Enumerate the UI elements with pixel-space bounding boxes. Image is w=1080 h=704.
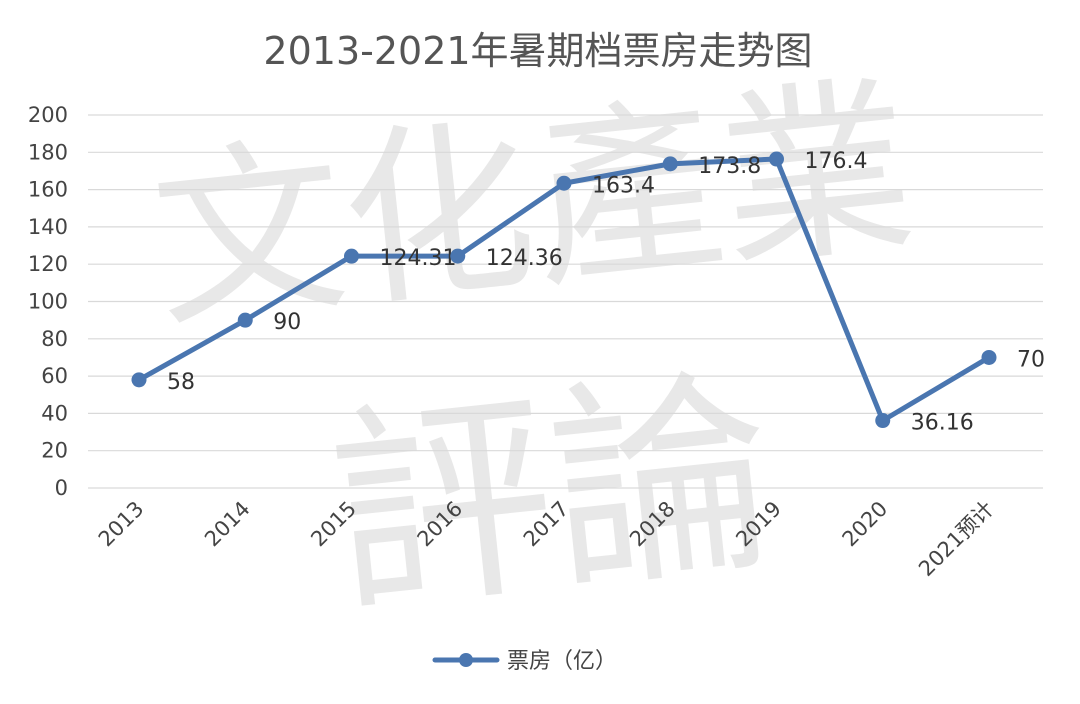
data-label: 173.8 — [698, 154, 761, 179]
data-label: 124.31 — [380, 246, 457, 271]
y-tick-label: 160 — [28, 178, 68, 202]
data-label: 124.36 — [486, 246, 563, 271]
data-point — [875, 413, 891, 429]
data-point — [131, 372, 147, 388]
data-point — [981, 349, 997, 365]
data-label: 176.4 — [805, 149, 868, 174]
series-group: 58 90 124.31 124.36 163.4 173.8 176.4 36.16 70 — [131, 149, 1045, 436]
data-point — [344, 248, 359, 264]
data-point — [237, 312, 253, 328]
y-tick-label: 40 — [41, 401, 68, 425]
y-tick-label: 120 — [28, 252, 68, 276]
data-label: 163.4 — [592, 173, 655, 198]
y-tick-label: 0 — [55, 476, 68, 500]
legend: 票房（亿） — [432, 649, 617, 674]
y-tick-label: 100 — [28, 290, 68, 314]
data-label: 58 — [167, 370, 195, 395]
chart-title: 2013-2021年暑期档票房走势图 — [263, 29, 812, 73]
y-axis-ticks: 0 20 40 60 80 100 120 140 160 180 200 — [28, 103, 68, 500]
y-tick-label: 200 — [28, 103, 68, 127]
data-point — [450, 248, 466, 264]
data-point — [662, 156, 678, 172]
data-label: 36.16 — [911, 411, 974, 436]
y-tick-label: 140 — [28, 215, 68, 239]
data-label: 90 — [273, 310, 301, 335]
y-tick-label: 80 — [41, 327, 68, 351]
y-tick-label: 60 — [41, 364, 68, 388]
legend-marker-icon — [459, 653, 473, 667]
legend-label: 票房（亿） — [507, 649, 617, 674]
watermark-text-bottom: 評論 — [320, 344, 784, 645]
y-tick-label: 20 — [41, 439, 68, 463]
data-point — [769, 151, 784, 167]
data-point — [556, 175, 572, 191]
y-tick-label: 180 — [28, 140, 68, 164]
data-label: 70 — [1017, 347, 1045, 372]
